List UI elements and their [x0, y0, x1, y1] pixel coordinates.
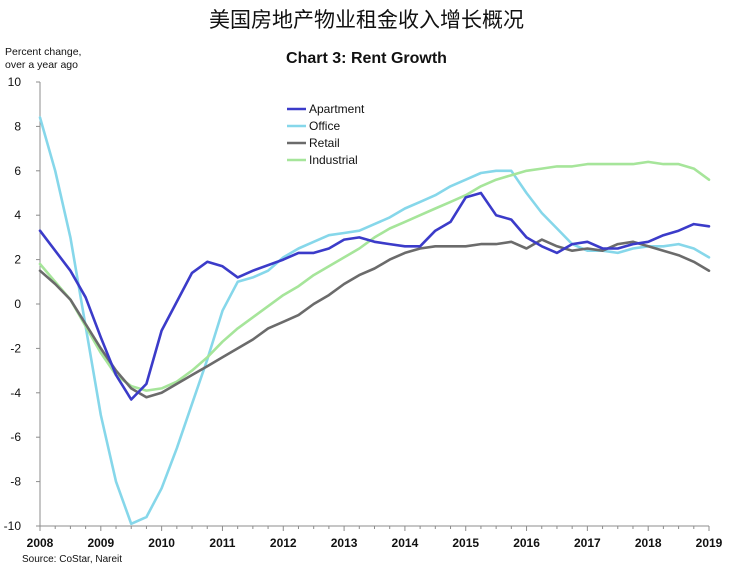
series-line-industrial: [38, 160, 711, 392]
series-line-retail: [38, 238, 711, 399]
legend-label-retail: Retail: [309, 136, 340, 150]
legend-label-industrial: Industrial: [309, 153, 358, 167]
x-tick-label: 2019: [696, 536, 723, 550]
x-tick-label: 2012: [270, 536, 297, 550]
y-tick-label: -10: [4, 519, 22, 533]
y-tick-label: 10: [8, 75, 22, 89]
x-tick-label: 2017: [574, 536, 601, 550]
y-tick-label: -8: [10, 475, 21, 489]
y-tick-label: -6: [10, 430, 21, 444]
source-note: Source: CoStar, Nareit: [22, 554, 123, 565]
x-tick-label: 2018: [635, 536, 662, 550]
x-tick-label: 2013: [331, 536, 358, 550]
y-tick-label: 0: [14, 297, 21, 311]
y-tick-label: 8: [14, 119, 21, 133]
chart-series: [38, 116, 711, 526]
y-tick-label: -4: [10, 386, 21, 400]
y-axis-caption-line-2: over a year ago: [5, 59, 78, 71]
x-tick-label: 2016: [513, 536, 540, 550]
x-tick-label: 2008: [27, 536, 54, 550]
chart-title: Chart 3: Rent Growth: [286, 50, 447, 67]
y-tick-label: -2: [10, 341, 21, 355]
y-tick-label: 2: [14, 253, 21, 267]
y-axis-caption-line-1: Percent change,: [5, 46, 82, 58]
chart-legend: Apartment Office Retail Industrial: [287, 102, 365, 167]
x-tick-label: 2009: [87, 536, 114, 550]
series-line-apartment: [38, 191, 711, 401]
y-axis-caption: Percent change, over a year ago: [5, 46, 81, 72]
x-tick-label: 2010: [148, 536, 175, 550]
y-tick-label: 6: [14, 164, 21, 178]
chart-axes: 10 8 6 4 2 0 -2 -4 -6 -8 -10 2008 2009 2010 2011 2012 20…: [4, 75, 723, 550]
series-line-office: [38, 116, 711, 526]
y-tick-label: 4: [14, 208, 21, 222]
x-tick-label: 2015: [452, 536, 479, 550]
chart-main-title: 美国房地产物业租金收入增长概况: [209, 8, 524, 32]
x-tick-label: 2011: [209, 536, 235, 550]
x-tick-label: 2014: [392, 536, 419, 550]
legend-label-apartment: Apartment: [309, 102, 365, 116]
legend-label-office: Office: [309, 119, 340, 133]
